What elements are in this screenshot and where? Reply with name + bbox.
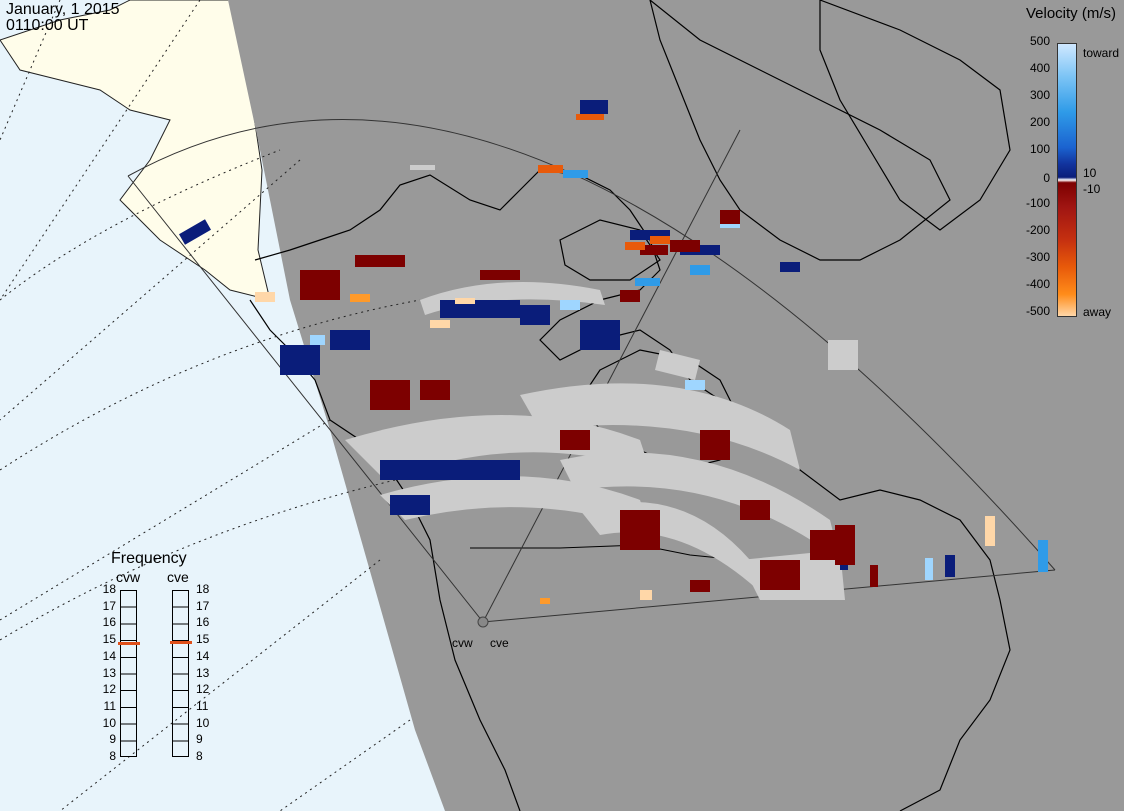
velocity-away-pale [255, 292, 995, 600]
legend-tick: 100 [1029, 142, 1050, 156]
frequency-tick: 14 [102, 648, 116, 663]
frequency-tick: 10 [196, 715, 210, 730]
channel-label-cve: cve [167, 569, 189, 585]
frequency-bar-cvw [120, 590, 137, 757]
frequency-tick: 15 [102, 632, 116, 647]
legend-toward-label: toward [1083, 46, 1120, 60]
frequency-bar-cve [172, 590, 189, 757]
arctic-islands [649, 0, 951, 261]
frequency-tick: 8 [109, 749, 116, 763]
legend-tick: -200 [1025, 223, 1050, 237]
legend-tick: 10 [1083, 166, 1097, 180]
velocity-away-orange [538, 114, 670, 250]
frequency-title: Frequency [111, 550, 187, 567]
frequency-tick: 16 [102, 615, 116, 630]
frequency-tick: 12 [196, 682, 210, 697]
radar-label-west: cvw [452, 636, 473, 650]
velocity-colorbar [1057, 43, 1077, 317]
frequency-marker [170, 640, 192, 644]
legend-away-label: away [1083, 305, 1112, 319]
legend-tick: 0 [1043, 171, 1050, 185]
frequency-tick: 17 [196, 598, 210, 613]
frequency-tick: 9 [196, 732, 203, 747]
legend-tick: -10 [1083, 182, 1101, 196]
radar-site-marker [477, 616, 489, 628]
frequency-tick: 13 [102, 665, 116, 680]
frequency-tick: 8 [196, 749, 203, 763]
date-label: January, 1 2015 [6, 1, 120, 18]
time-label: 0110:00 UT [6, 17, 89, 34]
frequency-tick: 17 [102, 598, 116, 613]
legend-tick: -500 [1025, 304, 1050, 318]
frequency-tick: 18 [196, 582, 210, 596]
arctic-islands [559, 219, 661, 281]
frequency-tick: 10 [102, 715, 116, 730]
greenland [819, 0, 1011, 231]
frequency-tick: 13 [196, 665, 210, 680]
frequency-tick: 12 [102, 682, 116, 697]
frequency-tick: 11 [103, 698, 116, 713]
frequency-marker [118, 642, 140, 646]
graticule [0, 0, 441, 811]
velocity-toward-light [563, 170, 1048, 572]
legend-tick: 500 [1029, 34, 1050, 48]
legend-tick: 200 [1029, 115, 1050, 129]
legend-tick: 300 [1029, 88, 1050, 102]
legend-tick: 400 [1029, 61, 1050, 75]
frequency-tick: 15 [196, 632, 210, 647]
velocity-away-amber [350, 294, 550, 604]
radar-label-east: cve [490, 636, 509, 650]
legend-tick: -100 [1025, 196, 1050, 210]
legend-title: Velocity (m/s) [1025, 5, 1116, 22]
velocity-away [300, 210, 878, 592]
coastline [254, 169, 1011, 811]
channel-label-cvw: cvw [116, 569, 141, 585]
frequency-tick: 18 [102, 582, 116, 596]
frequency-tick: 11 [196, 698, 209, 713]
frequency-tick: 14 [196, 648, 210, 663]
frequency-tick: 9 [109, 732, 116, 747]
frequency-tick: 16 [196, 615, 210, 630]
legend-tick: -300 [1025, 250, 1050, 264]
legend-tick: -400 [1025, 277, 1050, 291]
